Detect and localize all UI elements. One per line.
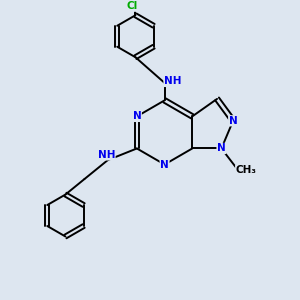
Text: N: N <box>229 116 238 126</box>
Text: NH: NH <box>98 150 115 160</box>
Text: N: N <box>160 160 169 170</box>
Text: N: N <box>133 111 141 122</box>
Text: Cl: Cl <box>127 1 138 11</box>
Text: CH₃: CH₃ <box>236 165 257 175</box>
Text: N: N <box>217 143 226 154</box>
Text: NH: NH <box>164 76 182 86</box>
